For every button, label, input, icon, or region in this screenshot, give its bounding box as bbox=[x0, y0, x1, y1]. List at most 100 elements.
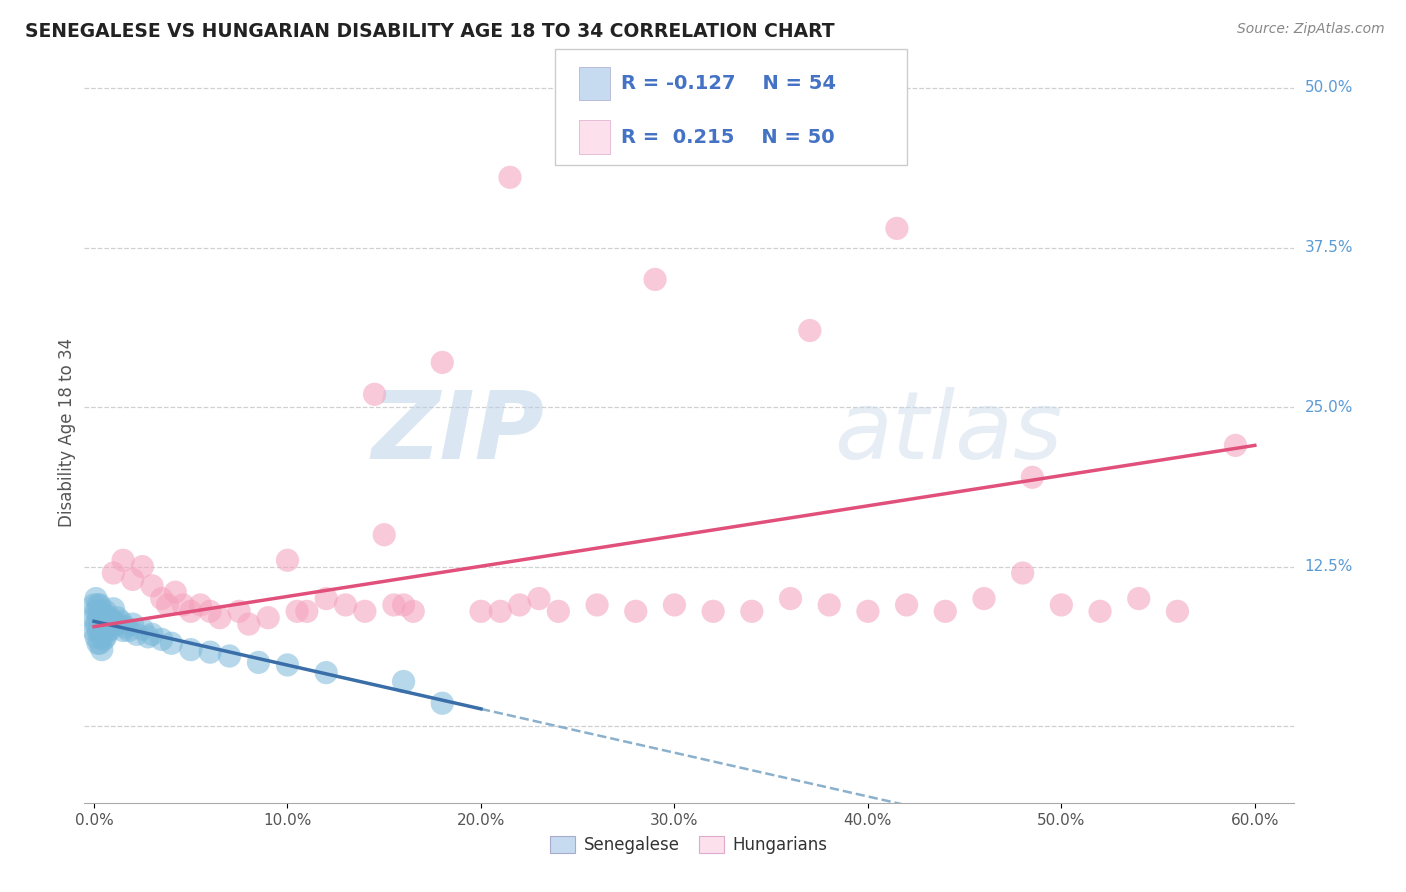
Point bbox=[93, 607, 115, 621]
Legend: Senegalese, Hungarians: Senegalese, Hungarians bbox=[544, 830, 834, 861]
Point bbox=[489, 604, 512, 618]
Point bbox=[527, 591, 550, 606]
Text: R =  0.215    N = 50: R = 0.215 N = 50 bbox=[621, 128, 835, 146]
Point bbox=[886, 221, 908, 235]
Point bbox=[1166, 604, 1188, 618]
Point bbox=[89, 598, 111, 612]
Point bbox=[156, 598, 179, 612]
Text: 37.5%: 37.5% bbox=[1305, 240, 1353, 255]
Point bbox=[97, 610, 120, 624]
Point bbox=[93, 620, 115, 634]
Point bbox=[172, 598, 194, 612]
Point bbox=[392, 598, 415, 612]
Point bbox=[89, 636, 111, 650]
Point bbox=[432, 696, 454, 710]
Point bbox=[112, 553, 135, 567]
Point bbox=[121, 573, 143, 587]
Point bbox=[392, 674, 415, 689]
Point bbox=[509, 598, 531, 612]
Point bbox=[141, 579, 163, 593]
Point bbox=[90, 630, 112, 644]
Point bbox=[1225, 438, 1247, 452]
Text: 12.5%: 12.5% bbox=[1305, 559, 1353, 574]
Point bbox=[93, 632, 115, 647]
Point bbox=[94, 617, 117, 632]
Point bbox=[228, 604, 250, 618]
Point bbox=[141, 627, 163, 641]
Point bbox=[276, 657, 298, 672]
Point bbox=[118, 624, 141, 638]
Point bbox=[98, 610, 121, 624]
Point bbox=[664, 598, 686, 612]
Point bbox=[180, 604, 202, 618]
Text: 50.0%: 50.0% bbox=[1305, 80, 1353, 95]
Point bbox=[90, 617, 112, 632]
Point bbox=[114, 620, 136, 634]
Point bbox=[136, 630, 159, 644]
Point bbox=[180, 642, 202, 657]
Point bbox=[624, 604, 647, 618]
Point bbox=[84, 604, 107, 618]
Point bbox=[382, 598, 405, 612]
Point bbox=[702, 604, 724, 618]
Point bbox=[276, 553, 298, 567]
Point bbox=[402, 604, 425, 618]
Point bbox=[238, 617, 260, 632]
Point bbox=[103, 615, 125, 629]
Point bbox=[97, 624, 120, 638]
Point bbox=[315, 665, 337, 680]
Point bbox=[89, 610, 111, 624]
Point bbox=[934, 604, 956, 618]
Point bbox=[94, 630, 117, 644]
Point bbox=[105, 610, 128, 624]
Point bbox=[779, 591, 801, 606]
Point bbox=[110, 615, 132, 629]
Point bbox=[112, 624, 135, 638]
Point bbox=[90, 642, 112, 657]
Point bbox=[1050, 598, 1073, 612]
Point bbox=[94, 604, 117, 618]
Point bbox=[160, 636, 183, 650]
Point bbox=[90, 604, 112, 618]
Point bbox=[741, 604, 763, 618]
Point bbox=[89, 624, 111, 638]
Point bbox=[644, 272, 666, 286]
Point bbox=[432, 355, 454, 369]
Point bbox=[1088, 604, 1111, 618]
Text: R = -0.127    N = 54: R = -0.127 N = 54 bbox=[621, 74, 837, 93]
Point bbox=[84, 591, 107, 606]
Point bbox=[315, 591, 337, 606]
Point bbox=[108, 617, 131, 632]
Point bbox=[896, 598, 918, 612]
Point bbox=[208, 610, 231, 624]
Point bbox=[83, 624, 105, 638]
Point bbox=[586, 598, 609, 612]
Point bbox=[856, 604, 879, 618]
Point bbox=[198, 604, 221, 618]
Point bbox=[87, 610, 110, 624]
Point bbox=[121, 617, 143, 632]
Point bbox=[190, 598, 212, 612]
Point bbox=[499, 170, 522, 185]
Point bbox=[100, 617, 122, 632]
Text: atlas: atlas bbox=[834, 387, 1063, 478]
Point bbox=[354, 604, 377, 618]
Point bbox=[87, 636, 110, 650]
Point bbox=[470, 604, 492, 618]
Point bbox=[218, 648, 240, 663]
Point bbox=[335, 598, 357, 612]
Point bbox=[103, 601, 125, 615]
Point bbox=[83, 610, 105, 624]
Point bbox=[818, 598, 841, 612]
Point bbox=[125, 627, 148, 641]
Point bbox=[165, 585, 187, 599]
Point bbox=[799, 324, 821, 338]
Point bbox=[1021, 470, 1043, 484]
Point bbox=[87, 598, 110, 612]
Point bbox=[131, 559, 153, 574]
Point bbox=[84, 617, 107, 632]
Point bbox=[131, 622, 153, 636]
Point bbox=[257, 610, 280, 624]
Point bbox=[1128, 591, 1150, 606]
Point bbox=[150, 632, 173, 647]
